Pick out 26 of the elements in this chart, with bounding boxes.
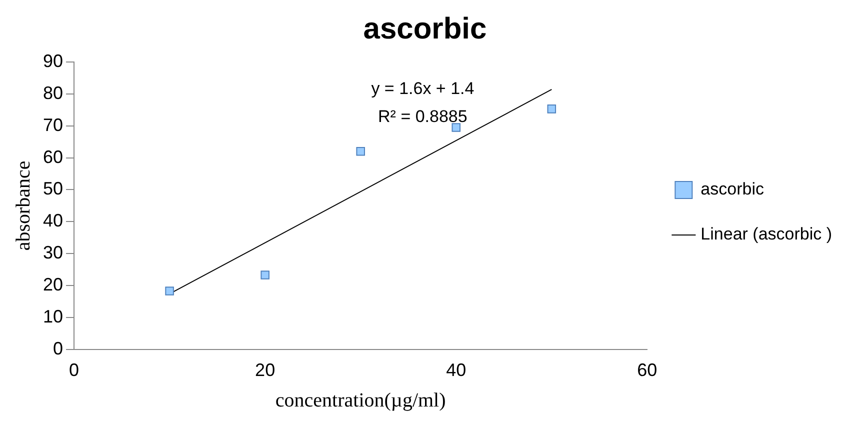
- x-tick-label: 0: [69, 360, 80, 380]
- point: [165, 286, 174, 296]
- y-tick-label: 10: [42, 306, 64, 326]
- legend-label: Linear (ascorbic ): [700, 224, 832, 244]
- y-tick-label: 50: [42, 178, 64, 199]
- legend-label: ascorbic: [700, 180, 764, 199]
- point: [547, 104, 556, 114]
- annotation: y = 1.6x + 1.4: [371, 78, 474, 98]
- y-tick-label: 20: [42, 274, 64, 294]
- x-axis-title: concentration(µg/ml): [275, 389, 446, 412]
- annotation: R² = 0.8885: [378, 106, 468, 126]
- y-axis-title: absorbance: [12, 160, 34, 251]
- chart-title: ascorbic: [363, 12, 487, 46]
- y-tick-label: 60: [42, 146, 64, 167]
- y-tick-label: 80: [42, 82, 64, 103]
- x-tick-label: 40: [446, 360, 466, 380]
- y-tick-label: 40: [42, 210, 64, 231]
- y-tick-label: 90: [42, 50, 64, 71]
- y-tick-label: 0: [53, 338, 64, 358]
- y-tick-label: 70: [42, 114, 64, 135]
- point: [356, 147, 365, 156]
- point: [260, 270, 270, 280]
- point: [452, 123, 461, 132]
- y-tick-label: 30: [42, 242, 64, 263]
- x-tick-label: 20: [255, 360, 276, 380]
- x-tick-label: 60: [637, 360, 658, 380]
